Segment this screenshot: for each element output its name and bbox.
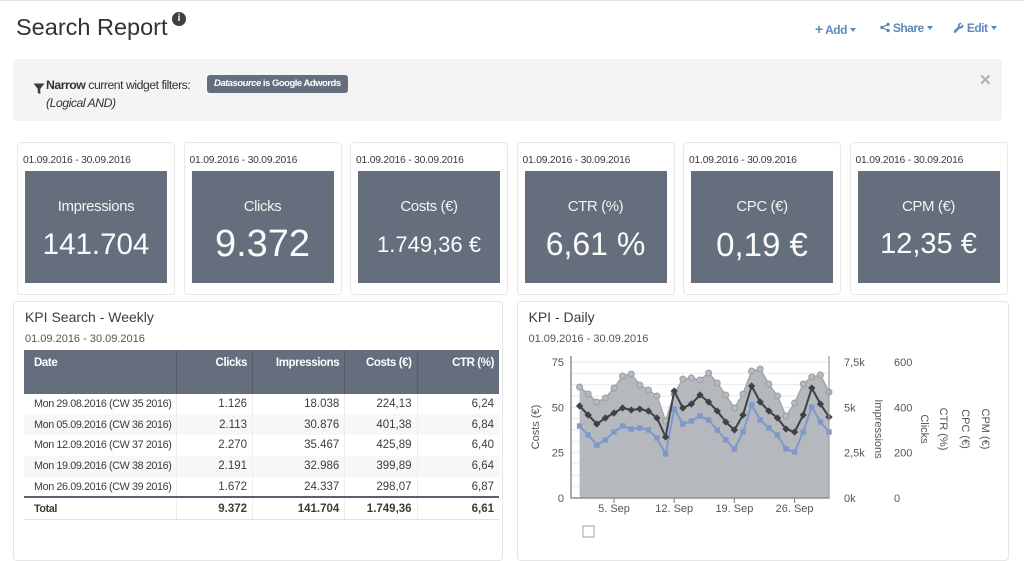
- svg-text:0k: 0k: [844, 492, 856, 504]
- svg-text:400: 400: [894, 402, 912, 414]
- svg-text:Costs (€): Costs (€): [530, 404, 542, 449]
- svg-text:0: 0: [557, 492, 563, 504]
- svg-text:2,5k: 2,5k: [844, 447, 865, 459]
- svg-text:26. Sep: 26. Sep: [775, 503, 813, 515]
- svg-text:Impressions: Impressions: [872, 399, 884, 459]
- svg-text:0: 0: [894, 492, 900, 504]
- svg-text:12. Sep: 12. Sep: [655, 503, 693, 515]
- svg-text:CTR (%): CTR (%): [937, 407, 949, 450]
- svg-text:5k: 5k: [844, 402, 856, 414]
- svg-text:25: 25: [551, 447, 563, 459]
- svg-text:50: 50: [551, 402, 563, 414]
- svg-text:19. Sep: 19. Sep: [715, 503, 753, 515]
- svg-text:75: 75: [551, 357, 563, 369]
- svg-text:7,5k: 7,5k: [844, 357, 865, 369]
- svg-text:600: 600: [894, 357, 912, 369]
- svg-text:Clicks: Clicks: [918, 414, 930, 444]
- svg-text:CPC (€): CPC (€): [959, 409, 971, 449]
- svg-text:200: 200: [894, 447, 912, 459]
- svg-text:CPM (€): CPM (€): [979, 408, 991, 449]
- svg-text:5. Sep: 5. Sep: [598, 503, 630, 515]
